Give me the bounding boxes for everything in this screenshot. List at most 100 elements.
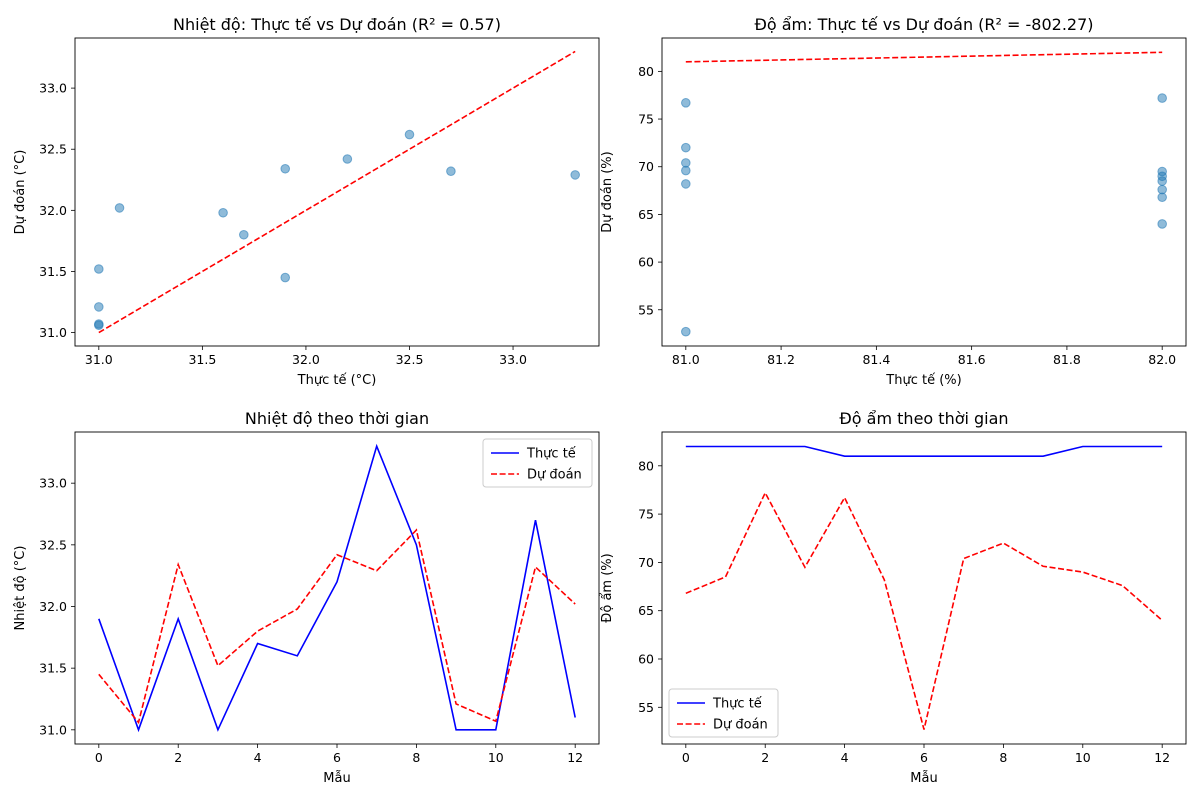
x-tick-label: 32.5 — [396, 352, 424, 367]
legend-label: Thực tế — [712, 697, 762, 712]
y-tick-label: 32.0 — [39, 599, 67, 614]
x-tick-label: 2 — [174, 750, 182, 765]
chart-title: Nhiệt độ theo thời gian — [245, 409, 429, 428]
chart-panel-2: Độ ẩm: Thực tế vs Dự đoán (R² = -802.27)… — [600, 15, 1187, 388]
plot-data — [681, 51, 1167, 337]
y-tick-label: 55 — [638, 700, 654, 715]
y-tick-label: 65 — [638, 603, 654, 618]
x-tick-label: 10 — [488, 750, 504, 765]
x-tick-label: 8 — [999, 750, 1007, 765]
scatter-point — [280, 163, 291, 174]
reference-line — [98, 50, 576, 334]
x-tick-label: 12 — [1154, 750, 1170, 765]
x-tick-label: 81.8 — [1053, 352, 1081, 367]
y-tick-label: 55 — [638, 302, 654, 317]
y-tick-label: 31.5 — [39, 661, 67, 676]
x-tick-label: 10 — [1075, 750, 1091, 765]
series-line — [685, 491, 1163, 730]
legend-box — [482, 438, 593, 488]
x-tick-label: 0 — [682, 750, 690, 765]
x-tick-label: 4 — [841, 750, 849, 765]
scatter-point — [681, 179, 691, 189]
series-line — [685, 445, 1163, 457]
y-tick-label: 80 — [638, 64, 654, 79]
legend: Thực tế Dự đoán — [482, 438, 593, 488]
y-tick-label: 75 — [638, 507, 654, 522]
scatter-point — [681, 165, 691, 176]
scatter-point — [94, 302, 104, 312]
scatter-point — [94, 264, 104, 274]
y-tick-label: 32.5 — [39, 537, 67, 552]
scatter-point — [280, 272, 291, 283]
legend: Thực tế Dự đoán — [668, 688, 779, 738]
chart-title: Độ ẩm: Thực tế vs Dự đoán (R² = -802.27) — [754, 15, 1093, 34]
x-axis-label: Thực tế (%) — [885, 373, 961, 388]
x-axis-label: Mẫu — [910, 771, 937, 786]
scatter-point — [681, 98, 691, 108]
x-tick-label: 82.0 — [1148, 352, 1176, 367]
y-tick-label: 70 — [638, 555, 654, 570]
scatter-point — [94, 319, 104, 329]
y-tick-label: 33.0 — [39, 81, 67, 96]
y-axis-label: Độ ẩm (%) — [600, 553, 615, 622]
x-tick-label: 33.0 — [499, 352, 527, 367]
x-tick-label: 81.4 — [862, 352, 890, 367]
scatter-point — [218, 207, 228, 218]
chart-panel-4: Độ ẩm theo thời gian 0 2 4 6 8 10 12 55 60 65 70 75 8… — [600, 409, 1187, 786]
plot-frame — [661, 431, 1187, 745]
chart-panel-1: Nhiệt độ: Thực tế vs Dự đoán (R² = 0.57)… — [13, 15, 600, 388]
chart-panel-3: Nhiệt độ theo thời gian 0 2 4 6 8 10 12 31.0 31.5… — [13, 409, 600, 786]
y-tick-label: 75 — [638, 112, 654, 127]
x-tick-label: 81.2 — [767, 352, 795, 367]
scatter-point — [1157, 184, 1167, 195]
series-line — [98, 443, 576, 733]
y-axis-label: Nhiệt độ (°C) — [13, 546, 28, 631]
scatter-point — [446, 166, 456, 177]
y-tick-label: 80 — [638, 458, 654, 473]
scatter-point — [1157, 219, 1167, 229]
y-tick-label: 60 — [638, 255, 654, 270]
scatter-point — [681, 326, 691, 337]
x-tick-label: 81.0 — [672, 352, 700, 367]
y-tick-label: 32.0 — [39, 203, 67, 218]
y-tick-label: 33.0 — [39, 476, 67, 491]
plot-data — [94, 50, 580, 334]
y-tick-label: 32.5 — [39, 142, 67, 157]
plot-data — [98, 443, 576, 733]
x-tick-label: 0 — [95, 750, 103, 765]
scatter-point — [238, 229, 249, 240]
x-tick-label: 6 — [920, 750, 928, 765]
y-tick-label: 60 — [638, 651, 654, 666]
x-tick-label: 6 — [333, 750, 341, 765]
chart-title: Độ ẩm theo thời gian — [839, 409, 1008, 428]
chart-title: Nhiệt độ: Thực tế vs Dự đoán (R² = 0.57) — [173, 15, 501, 34]
plot-frame — [74, 37, 600, 347]
y-tick-label: 70 — [638, 159, 654, 174]
x-tick-label: 2 — [761, 750, 769, 765]
scatter-point — [404, 129, 415, 140]
plot-frame — [74, 431, 600, 745]
x-tick-label: 81.6 — [958, 352, 986, 367]
plot-frame — [661, 37, 1187, 347]
x-tick-label: 31.0 — [85, 352, 113, 367]
y-tick-label: 31.5 — [39, 264, 67, 279]
x-axis-label: Mẫu — [323, 771, 350, 786]
legend-label: Dự đoán — [713, 718, 768, 733]
y-tick-label: 31.0 — [39, 722, 67, 737]
scatter-point — [1157, 93, 1167, 103]
legend-label: Dự đoán — [527, 468, 582, 483]
x-axis-label: Thực tế (°C) — [297, 373, 377, 388]
scatter-point — [570, 170, 580, 180]
scatter-point — [1157, 171, 1167, 182]
scatter-point — [342, 154, 353, 164]
y-tick-label: 65 — [638, 207, 654, 222]
y-axis-label: Dự đoán (°C) — [13, 150, 28, 235]
plot-data — [685, 445, 1163, 730]
x-tick-label: 12 — [567, 750, 583, 765]
x-tick-label: 8 — [412, 750, 420, 765]
y-tick-label: 31.0 — [39, 325, 67, 340]
scatter-point — [681, 142, 691, 153]
y-axis-label: Dự đoán (%) — [600, 151, 615, 232]
legend-box — [668, 688, 779, 738]
